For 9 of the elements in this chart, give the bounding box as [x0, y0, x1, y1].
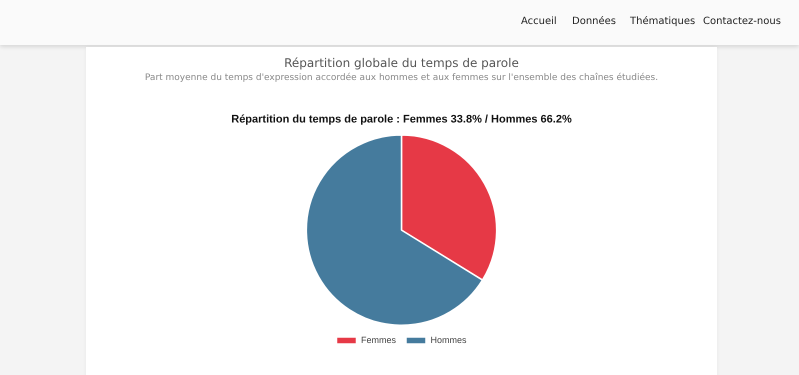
chart-title: Répartition du temps de parole : Femmes 33.8% / Hommes 66.2%	[231, 114, 572, 126]
legend-label: Femmes	[360, 334, 396, 345]
legend-label: Hommes	[430, 334, 468, 345]
text: Part moyenne du temps d'expression accordée aux hommes et aux femmes sur l'ensemble des chaînes étudiées.	[144, 73, 660, 83]
text: Accueil	[521, 16, 557, 27]
text: Thématiques	[630, 16, 696, 27]
text: Répartition globale du temps de parole	[283, 56, 520, 70]
text: Données	[572, 16, 616, 27]
text: Contactez-nous	[703, 16, 781, 27]
